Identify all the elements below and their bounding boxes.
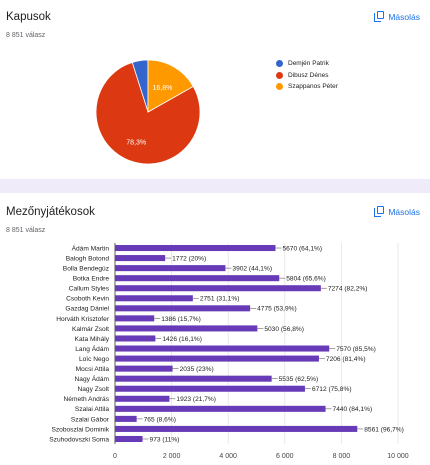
x-tick-label: 2 000 — [163, 453, 181, 460]
bar — [115, 285, 321, 292]
data-label: 2751 (31,1%) — [200, 296, 240, 303]
data-label: 2035 (23%) — [180, 366, 214, 373]
pie-chart: 78,3% 16,8% — [95, 59, 201, 165]
data-label: 6712 (75,8%) — [312, 386, 352, 393]
pie-slice — [147, 59, 194, 113]
copy-icon — [374, 11, 384, 22]
data-label: 1386 (15,7%) — [161, 316, 201, 323]
bar — [115, 425, 358, 432]
x-tick-label: 8 000 — [333, 453, 351, 460]
x-tick-label: 10 000 — [387, 453, 409, 460]
legend-item: Demjén Patrik — [276, 58, 338, 69]
data-label: 7570 (85,5%) — [336, 346, 376, 353]
category-label: Mocsi Attila — [76, 366, 110, 373]
category-label: Nagy Zsolt — [77, 386, 109, 393]
data-label: 7206 (81,4%) — [326, 356, 366, 363]
copy-label: Másolás — [388, 206, 420, 217]
bar — [115, 335, 156, 342]
category-label: Csoboth Kevin — [66, 296, 109, 303]
bar — [115, 415, 137, 422]
data-label: 4775 (53,9%) — [257, 306, 297, 313]
bar — [115, 255, 166, 262]
pie-slice-label: 78,3% — [126, 140, 146, 147]
data-label: 8561 (96,7%) — [364, 426, 404, 433]
category-label: Botka Endre — [73, 276, 110, 283]
x-tick-label: 4 000 — [219, 453, 237, 460]
copy-label: Másolás — [388, 11, 420, 22]
category-label: Szoboszlai Dominik — [51, 426, 109, 433]
pie-legend: Demjén Patrik Dibusz Dénes Szappanos Péter — [276, 58, 338, 93]
pie-slice — [95, 61, 201, 165]
copy-chart-button[interactable]: Másolás — [374, 11, 420, 22]
question-title: Mezőnyjátékosok — [6, 206, 95, 218]
response-count: 8 851 válasz — [6, 32, 46, 39]
data-label: 7440 (84,1%) — [333, 406, 373, 413]
legend-item: Dibusz Dénes — [276, 70, 338, 81]
legend-swatch — [276, 83, 283, 90]
category-label: Németh András — [64, 396, 110, 403]
response-count: 8 851 válasz — [6, 227, 46, 234]
data-label: 5804 (65,6%) — [286, 276, 326, 283]
question-title: Kapusok — [6, 11, 51, 23]
data-label: 5535 (62,5%) — [279, 376, 319, 383]
data-label: 5670 (64,1%) — [282, 245, 322, 252]
data-label: 1772 (20%) — [172, 255, 206, 262]
pie-slice-label: 16,8% — [152, 85, 172, 92]
legend-item: Szappanos Péter — [276, 81, 338, 92]
x-tick-label: 0 — [113, 453, 117, 460]
bar — [115, 365, 173, 372]
data-label: 765 (8,6%) — [144, 416, 176, 423]
bar — [115, 245, 276, 252]
bar — [115, 265, 226, 272]
data-label: 3902 (44,1%) — [232, 266, 272, 273]
category-label: Loïc Nego — [79, 356, 109, 363]
category-label: Kata Mihály — [75, 336, 110, 343]
bar — [115, 295, 193, 302]
bar — [115, 435, 143, 442]
x-tick-label: 6 000 — [276, 453, 294, 460]
category-label: Szalai Attila — [75, 406, 109, 413]
bar-chart: 0 2 000 4 000 6 000 8 000 10 000 Ádám Martin 56… — [49, 243, 409, 460]
category-label: Horváth Krisztofer — [56, 316, 110, 323]
question-card-kapusok: Kapusok 8 851 válasz Másolás 78,3% 16,8% … — [0, 0, 430, 179]
data-label: 1426 (16,1%) — [162, 336, 202, 343]
bar — [115, 325, 258, 332]
bar — [115, 395, 170, 402]
category-label: Gazdag Dániel — [65, 306, 109, 313]
category-label: Szalai Gábor — [71, 416, 110, 423]
question-card-mezonyjatekosok: Mezőnyjátékosok 8 851 válasz Másolás 0 2 … — [0, 193, 430, 465]
category-label: Bolla Bendegúz — [63, 266, 109, 273]
category-label: Kalmár Zsolt — [72, 326, 109, 333]
bar — [115, 355, 319, 362]
bar — [115, 405, 326, 412]
legend-label: Dibusz Dénes — [288, 71, 329, 79]
category-label: Nagy Ádám — [75, 374, 110, 383]
data-label: 7274 (82,2%) — [328, 286, 368, 293]
data-label: 5030 (56,8%) — [264, 326, 304, 333]
data-label: 1923 (21,7%) — [176, 396, 216, 403]
category-label: Balogh Botond — [66, 255, 110, 262]
bar — [115, 375, 272, 382]
bar — [115, 385, 305, 392]
copy-chart-button[interactable]: Másolás — [374, 206, 420, 217]
data-label: 973 (11%) — [150, 436, 180, 443]
category-label: Callum Styles — [69, 286, 110, 293]
legend-swatch — [276, 60, 283, 67]
category-label: Ádám Martin — [72, 243, 110, 252]
bar — [115, 315, 155, 322]
legend-label: Demjén Patrik — [288, 60, 329, 67]
bar — [115, 305, 251, 312]
legend-swatch — [276, 71, 283, 79]
bar — [115, 275, 280, 282]
bar — [115, 345, 330, 352]
legend-label: Szappanos Péter — [288, 83, 338, 90]
copy-icon — [374, 206, 384, 217]
category-label: Szuhodovszki Soma — [49, 436, 109, 443]
category-label: Lang Ádám — [75, 344, 109, 353]
